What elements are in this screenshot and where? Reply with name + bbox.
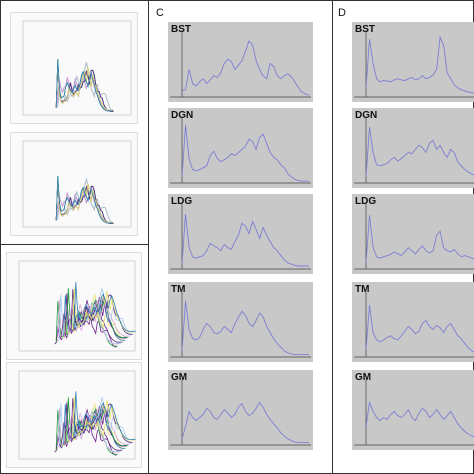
panel-label: DGN	[355, 110, 378, 121]
spectrum-panel-tm-c: TM	[168, 282, 313, 362]
thumbnail-trace	[55, 59, 114, 112]
spectrum-panel-gm-c: GM	[168, 370, 313, 450]
spectrum-plot	[354, 204, 474, 270]
series-line	[181, 300, 309, 356]
panel-label: BST	[355, 24, 375, 35]
thumbnail-trace	[55, 176, 114, 224]
panel-label: LDG	[355, 196, 377, 207]
spectrum-panel-ldg-c: LDG	[168, 194, 313, 274]
spectrum-panel-gm-d: GM	[352, 370, 474, 450]
spectrum-plot	[354, 32, 474, 98]
series-line	[181, 125, 309, 182]
thumbnail-trace	[57, 408, 120, 453]
thumbnail-axes	[18, 260, 136, 352]
thumbnail-trace	[55, 59, 114, 112]
thumbnail-3d-plot-2-svg	[18, 370, 136, 460]
spectrum-plot	[170, 292, 311, 358]
thumbnail-trace	[55, 180, 114, 224]
thumbnail-trace	[55, 63, 114, 111]
series-line	[181, 40, 310, 96]
panel-label: BST	[171, 24, 191, 35]
column-c-region	[148, 0, 333, 474]
thumbnail-trace	[57, 299, 120, 345]
spectrum-plot	[354, 118, 474, 184]
column-label-d: D	[338, 7, 346, 19]
thumbnail-plot-2	[10, 132, 138, 236]
thumbnail-trace	[69, 287, 132, 336]
thumbnail-trace	[72, 396, 135, 441]
thumbnail-trace	[55, 59, 114, 112]
spectrum-panel-bst-d: BST	[352, 22, 474, 102]
spectrum-plot	[354, 380, 474, 446]
series-line	[365, 400, 474, 438]
thumbnail-axes	[22, 140, 132, 228]
spectrum-plot	[354, 292, 474, 358]
spectrum-panel-dgn-c: DGN	[168, 108, 313, 188]
panel-label: LDG	[171, 196, 193, 207]
thumbnail-plot-2-svg	[22, 140, 132, 228]
spectrum-panel-dgn-d: DGN	[352, 108, 474, 188]
spectrum-plot	[170, 32, 311, 98]
thumbnail-axes	[18, 370, 136, 460]
thumbnail-trace	[73, 391, 136, 440]
thumbnail-trace	[55, 177, 114, 224]
series-line	[365, 126, 474, 177]
thumbnail-3d-plot-1	[6, 252, 142, 360]
spectrum-panel-tm-d: TM	[352, 282, 474, 362]
spectrum-plot	[170, 118, 311, 184]
thumbnail-trace	[73, 282, 136, 332]
panel-label: TM	[355, 284, 370, 295]
series-line	[181, 214, 309, 267]
spectrum-panel-bst-c: BST	[168, 22, 313, 102]
series-line	[365, 35, 474, 94]
spectrum-plot	[170, 380, 311, 446]
thumbnail-trace	[72, 287, 135, 333]
thumbnail-axes	[22, 20, 132, 116]
thumbnail-3d-plot-1-svg	[18, 260, 136, 352]
thumbnail-trace	[64, 293, 127, 339]
thumbnail-trace	[69, 396, 132, 444]
thumbnail-trace	[55, 176, 114, 224]
thumbnail-plot-1	[10, 12, 138, 124]
series-line	[365, 305, 474, 353]
series-line	[365, 215, 474, 263]
panel-label: DGN	[171, 110, 194, 121]
spectrum-plot	[170, 204, 311, 270]
thumbnail-trace	[55, 176, 114, 224]
thumbnail-trace	[64, 402, 127, 447]
panel-label: GM	[355, 372, 372, 383]
panel-label: TM	[171, 284, 186, 295]
thumbnail-trace	[55, 62, 114, 112]
series-line	[181, 401, 309, 444]
thumbnail-plot-1-svg	[22, 20, 132, 116]
panel-label: GM	[171, 372, 188, 383]
spectrum-panel-ldg-d: LDG	[352, 194, 474, 274]
column-label-c: C	[156, 7, 164, 19]
thumbnail-3d-plot-2	[6, 362, 142, 468]
